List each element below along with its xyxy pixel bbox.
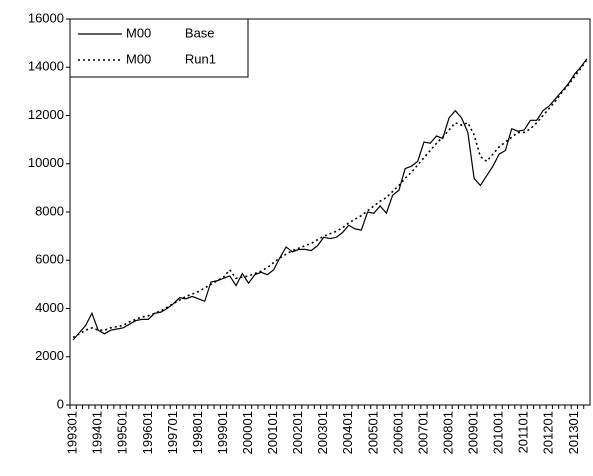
x-tick-label: 199401 xyxy=(90,411,105,454)
y-tick-label: 14000 xyxy=(28,59,64,74)
y-tick-label: 8000 xyxy=(35,203,64,218)
x-tick-label: 200101 xyxy=(265,411,280,454)
x-tick-label: 199301 xyxy=(65,411,80,454)
x-tick-label: 201201 xyxy=(541,411,556,454)
x-tick-label: 199801 xyxy=(190,411,205,454)
legend-label: M00 Base xyxy=(126,25,215,40)
x-tick-label: 200501 xyxy=(365,411,380,454)
legend: M00 Base M00 Run1 xyxy=(69,18,249,78)
y-tick-label: 16000 xyxy=(28,10,64,25)
legend-box xyxy=(69,18,249,78)
y-tick-label: 2000 xyxy=(35,348,64,363)
x-tick-label: 200701 xyxy=(415,411,430,454)
x-tick-label: 199601 xyxy=(140,411,155,454)
x-tick-label: 199501 xyxy=(115,411,130,454)
x-tick-label: 200001 xyxy=(240,411,255,454)
x-tick-label: 200301 xyxy=(315,411,330,454)
y-tick-label: 10000 xyxy=(28,155,64,170)
y-tick-label: 6000 xyxy=(35,252,64,267)
series-line xyxy=(72,59,588,339)
x-tick-label: 200601 xyxy=(390,411,405,454)
y-tick-label: 12000 xyxy=(28,107,64,122)
x-tick-label: 200401 xyxy=(340,411,355,454)
x-tick-label: 201301 xyxy=(566,411,581,454)
x-tick-label: 201101 xyxy=(516,411,531,453)
series-line xyxy=(72,58,588,341)
x-tick-label: 201001 xyxy=(491,411,506,454)
x-tick-label: 199701 xyxy=(165,411,180,454)
legend-label: M00 Run1 xyxy=(126,51,216,66)
x-tick-label: 200901 xyxy=(466,411,481,454)
x-tick-label: 200201 xyxy=(290,411,305,454)
y-tick-label: 0 xyxy=(57,396,64,411)
x-tick-label: 200801 xyxy=(440,411,455,454)
x-tick-label: 199901 xyxy=(215,411,230,454)
y-tick-label: 4000 xyxy=(35,300,64,315)
